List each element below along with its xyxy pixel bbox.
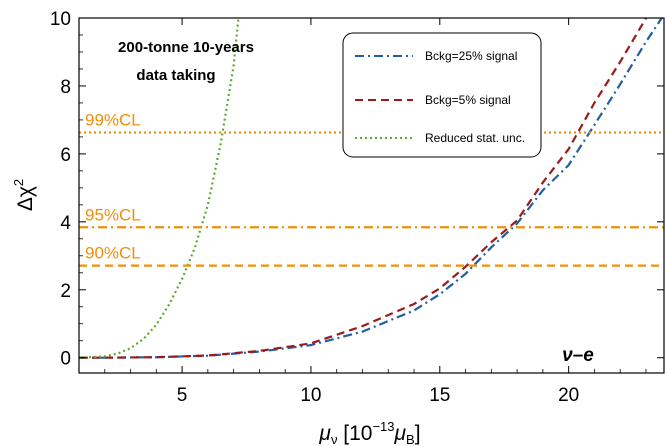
y-axis-label: Δχ2	[11, 179, 37, 211]
legend-box	[342, 32, 542, 158]
cl-label-1: 99%CL	[85, 110, 141, 129]
series-line-3	[79, 18, 240, 359]
annotation-line-1: 200-tonne 10-years	[118, 39, 254, 56]
x-axis-label: μν [10−13μB]	[318, 419, 420, 446]
y-tick-label: 2	[60, 281, 71, 302]
x-tick-label: 10	[300, 385, 321, 406]
legend-label-1: Bckg=25% signal	[425, 49, 517, 63]
legend-items: Bckg=25% signal Bckg=5% signal Reduced sta…	[355, 49, 525, 145]
legend-label-2: Bckg=5% signal	[425, 93, 511, 107]
y-tick-label: 0	[60, 349, 71, 370]
x-tick-label: 15	[429, 385, 450, 406]
series-line-2	[79, 18, 647, 359]
x-tick-label: 20	[558, 385, 579, 406]
confidence-level-layer: 99%CL 95%CL 90%CL	[79, 110, 664, 267]
cl-label-2: 95%CL	[85, 205, 141, 224]
legend: Bckg=25% signal Bckg=5% signal Reduced sta…	[342, 32, 542, 158]
y-tick-label: 10	[50, 9, 71, 30]
x-tick-label: 5	[177, 385, 188, 406]
legend-label-3: Reduced stat. unc.	[425, 131, 525, 145]
y-tick-label: 4	[60, 213, 71, 234]
plot-frame	[78, 17, 665, 374]
corner-label: ν–e	[562, 345, 594, 366]
tick-layer: 5 10 15 20 0 2 4 6 8 10	[50, 9, 664, 406]
y-tick-label: 6	[60, 145, 71, 166]
y-tick-label: 8	[60, 77, 71, 98]
annotation-line-2: data taking	[136, 67, 215, 84]
cl-label-3: 90%CL	[85, 244, 141, 263]
series-layer	[79, 18, 664, 359]
